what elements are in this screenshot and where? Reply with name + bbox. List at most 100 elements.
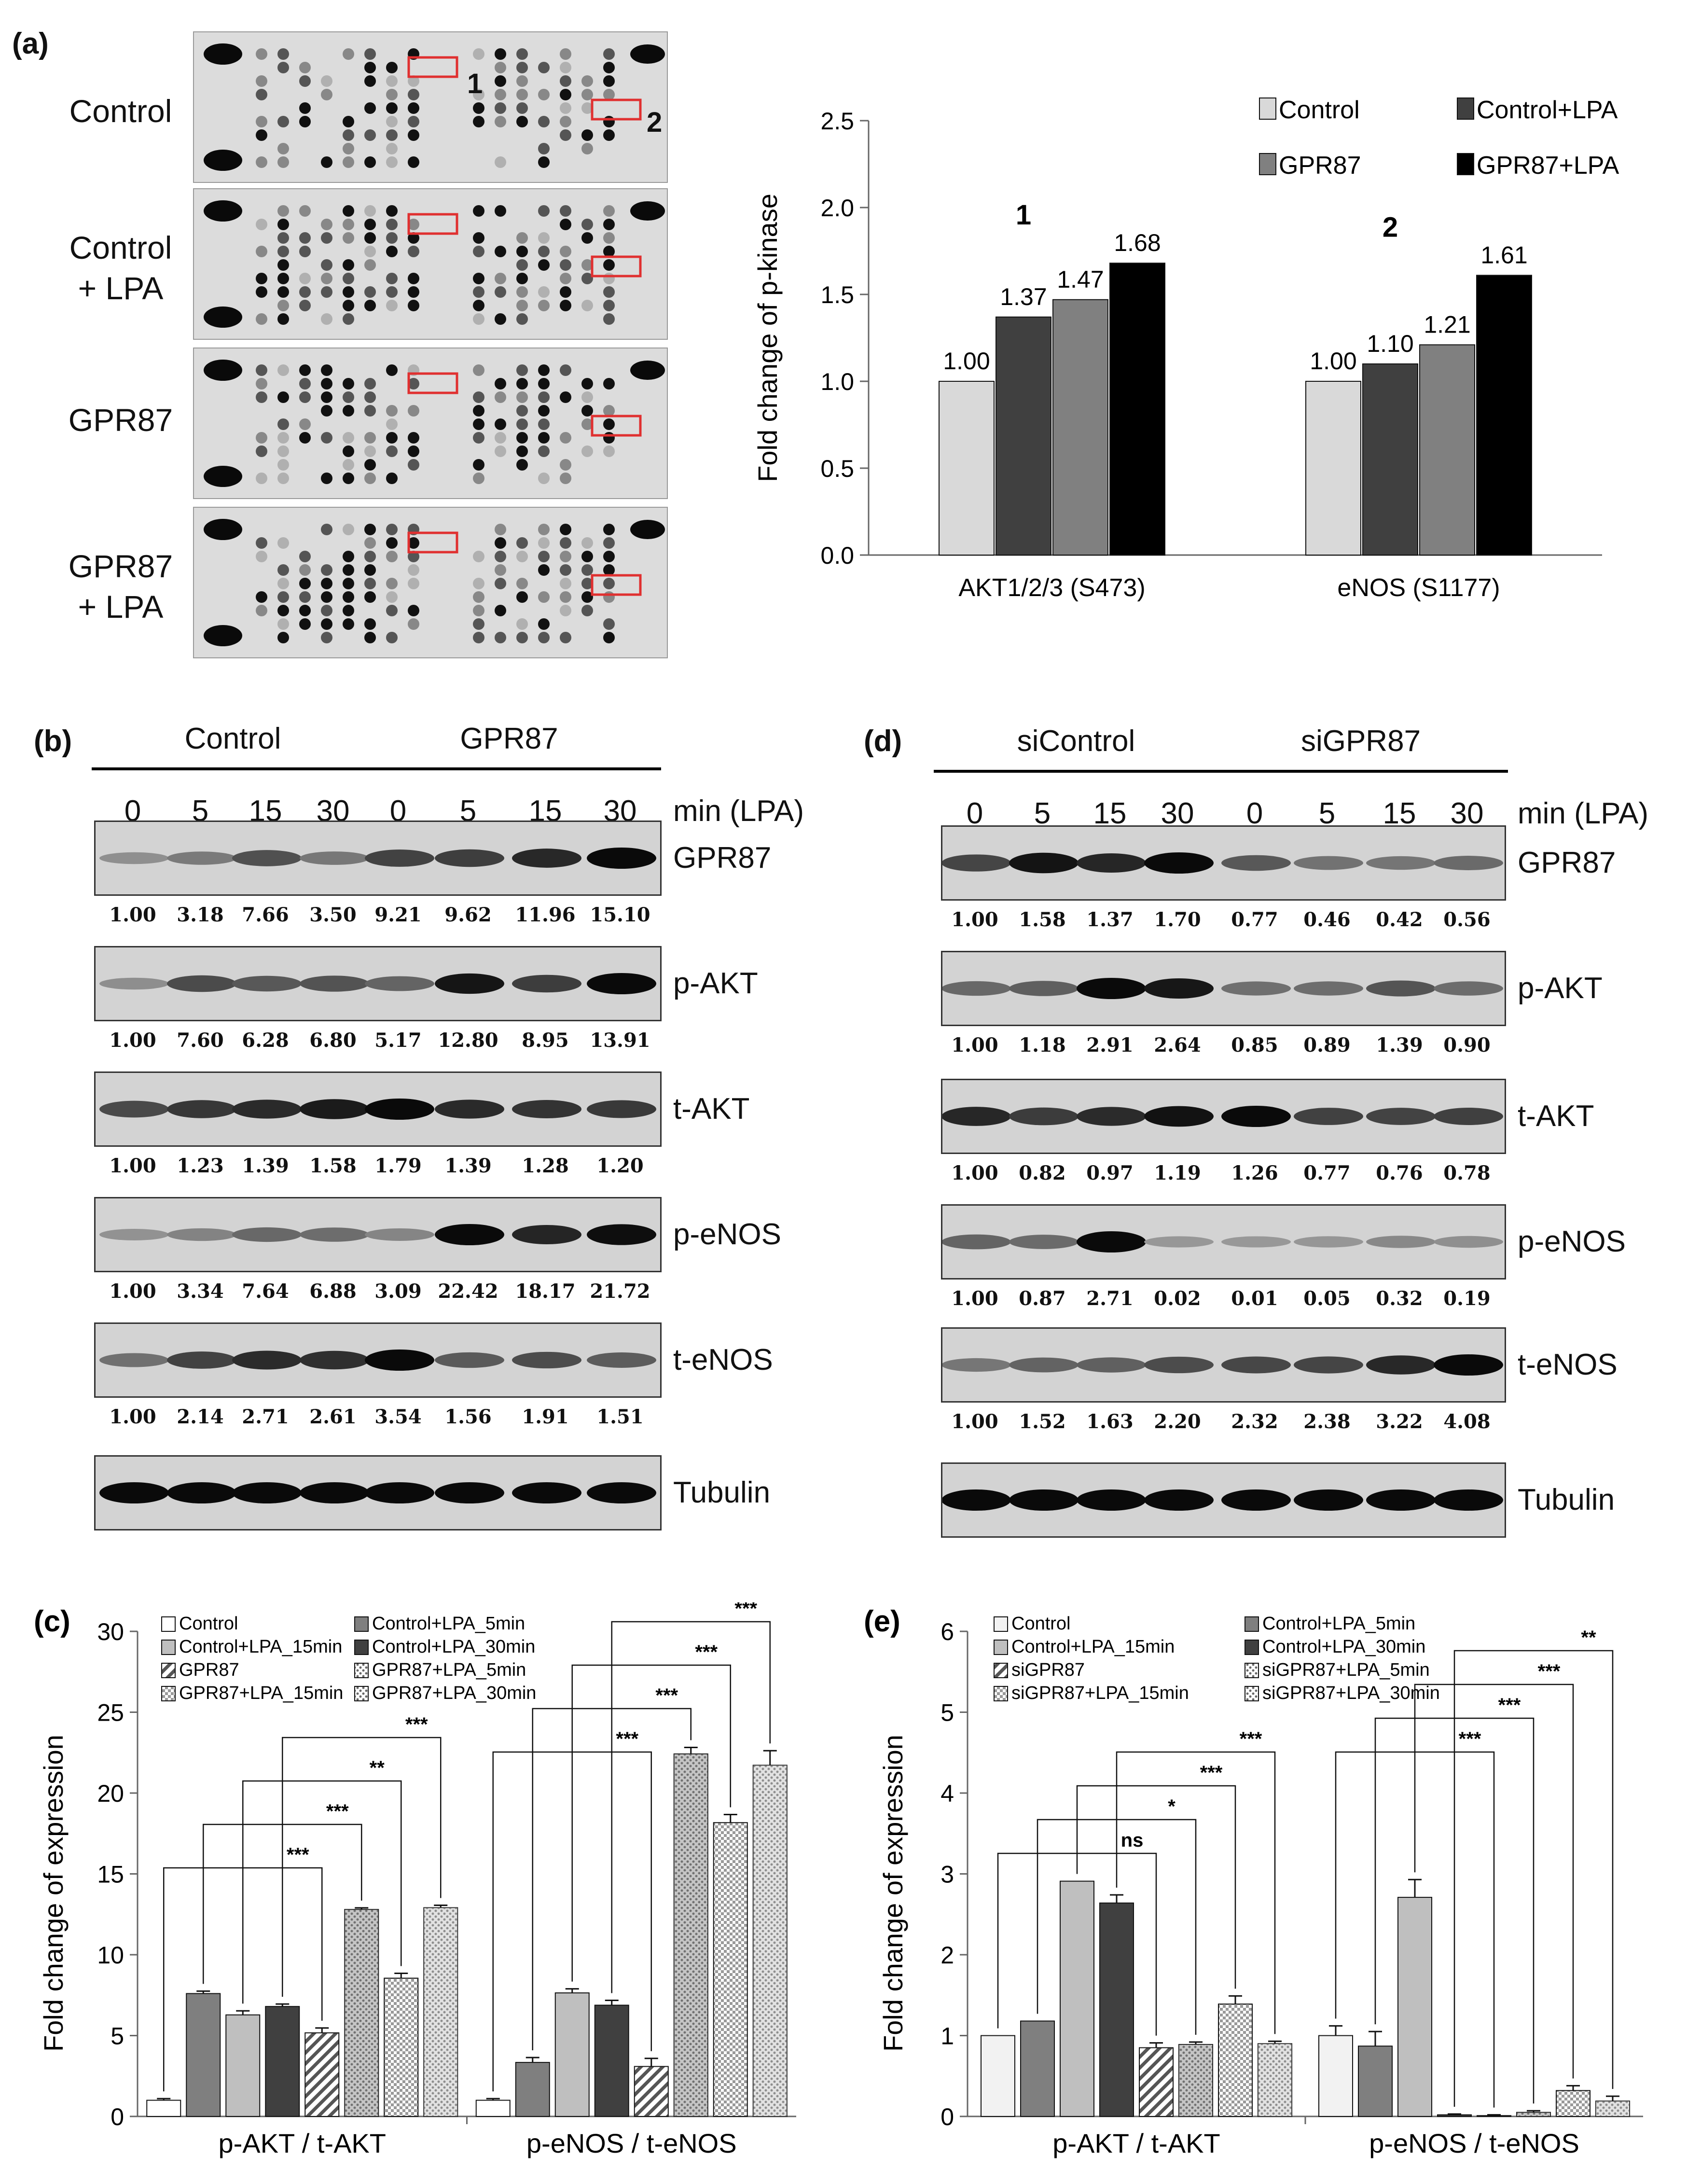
bar-tint xyxy=(1517,2112,1550,2116)
array-spot xyxy=(516,632,528,643)
quantification-value: 1.58 xyxy=(309,1155,357,1177)
array-spot xyxy=(408,232,419,244)
array-spot xyxy=(364,432,376,444)
legend-label: Control xyxy=(1011,1614,1071,1634)
array-spot xyxy=(473,116,484,127)
panel-label: (c) xyxy=(34,1605,70,1638)
band xyxy=(942,981,1011,996)
reference-spot xyxy=(204,43,242,65)
array-spot xyxy=(408,129,419,141)
band xyxy=(1144,1106,1214,1127)
array-spot xyxy=(560,273,571,284)
significance-bracket xyxy=(282,1737,442,1997)
array-spot xyxy=(516,62,528,73)
array-row-label-line: GPR87 xyxy=(68,402,173,438)
array-spot xyxy=(516,89,528,100)
array-spot xyxy=(516,378,528,390)
array-spot xyxy=(495,632,506,643)
array-spot xyxy=(581,591,593,603)
quantification-value: 0.19 xyxy=(1443,1287,1491,1310)
array-spot xyxy=(277,473,289,484)
bar-control-lpa-5min xyxy=(1358,2045,1393,2117)
array-spot xyxy=(277,432,289,444)
array-spot xyxy=(277,578,289,589)
array-spot xyxy=(516,418,528,430)
highlight-box-akt xyxy=(407,531,458,554)
legend-swatch xyxy=(1245,1686,1259,1701)
array-spot xyxy=(516,391,528,403)
quantification-value: 12.80 xyxy=(438,1029,498,1052)
array-spot xyxy=(408,156,419,168)
array-row-label-line: Control xyxy=(69,93,172,129)
array-spot xyxy=(364,219,376,230)
band xyxy=(167,1100,236,1118)
blot-bands xyxy=(942,1354,1503,1376)
array-spot xyxy=(343,219,354,230)
array-spot xyxy=(343,300,354,311)
legend-swatch xyxy=(994,1686,1008,1701)
array-spot xyxy=(321,273,332,284)
quantification-value: 5.17 xyxy=(374,1029,422,1052)
significance-label: ** xyxy=(1581,1627,1596,1648)
array-spot xyxy=(364,62,376,73)
array-spot xyxy=(299,418,311,430)
array-spot xyxy=(603,405,615,417)
quantification-value: 2.91 xyxy=(1086,1034,1134,1057)
quantification-value: 1.00 xyxy=(109,1405,156,1428)
protein-label: p-eNOS xyxy=(673,1218,781,1251)
array-spot xyxy=(495,156,506,168)
bar-control-lpa-15min xyxy=(1060,1880,1094,2117)
array-spot xyxy=(603,286,615,298)
array-spot xyxy=(386,632,398,643)
band xyxy=(365,976,434,991)
array-spot xyxy=(277,156,289,168)
y-axis-label: Fold change of p-kinase xyxy=(752,194,783,482)
array-spot xyxy=(364,564,376,576)
legend-swatch xyxy=(994,1616,1008,1632)
array-spot xyxy=(408,459,419,471)
array-spot xyxy=(364,156,376,168)
blot-strip-gpr87 xyxy=(94,821,662,896)
array-spot xyxy=(516,537,528,549)
array-spot xyxy=(538,591,550,603)
array-spot xyxy=(516,313,528,325)
array-spot xyxy=(386,432,398,444)
array-spot xyxy=(581,405,593,417)
array-spot xyxy=(299,246,311,257)
group-annotation: 2 xyxy=(1383,211,1398,243)
legend-label: siGPR87+LPA_15min xyxy=(1011,1683,1189,1703)
array-spot xyxy=(560,286,571,298)
legend-label: Control+LPA_30min xyxy=(372,1637,535,1657)
array-spot xyxy=(343,48,354,60)
quantification-value: 0.77 xyxy=(1231,908,1278,931)
array-spot xyxy=(560,432,571,444)
array-spot xyxy=(473,418,484,430)
y-tick-label: 4 xyxy=(940,1780,954,1807)
bar-gpr87 xyxy=(1419,344,1475,556)
array-spot xyxy=(495,75,506,87)
band xyxy=(167,1228,236,1241)
array-spot xyxy=(538,618,550,630)
bar-gpr87-lpa xyxy=(1109,263,1165,556)
y-tick-label: 5 xyxy=(111,2023,124,2050)
band xyxy=(1221,1356,1291,1374)
array-spot xyxy=(581,219,593,230)
array-spot xyxy=(560,591,571,603)
significance-bracket xyxy=(1414,1683,1574,2079)
array-spot xyxy=(473,618,484,630)
array-spot xyxy=(495,524,506,535)
array-spot xyxy=(581,75,593,87)
array-spot xyxy=(256,591,267,603)
bar-tint xyxy=(1179,2044,1213,2116)
bar-gpr87-lpa-30min xyxy=(423,1907,458,2117)
array-spot xyxy=(473,578,484,589)
quantification-value: 0.42 xyxy=(1376,908,1423,931)
array-spot xyxy=(516,48,528,60)
quantification-value: 2.64 xyxy=(1154,1034,1201,1057)
array-membrane xyxy=(193,507,668,658)
array-spot xyxy=(538,524,550,535)
array-spot xyxy=(495,246,506,257)
array-spot xyxy=(386,300,398,311)
array-spot xyxy=(495,102,506,114)
array-spot xyxy=(603,445,615,457)
